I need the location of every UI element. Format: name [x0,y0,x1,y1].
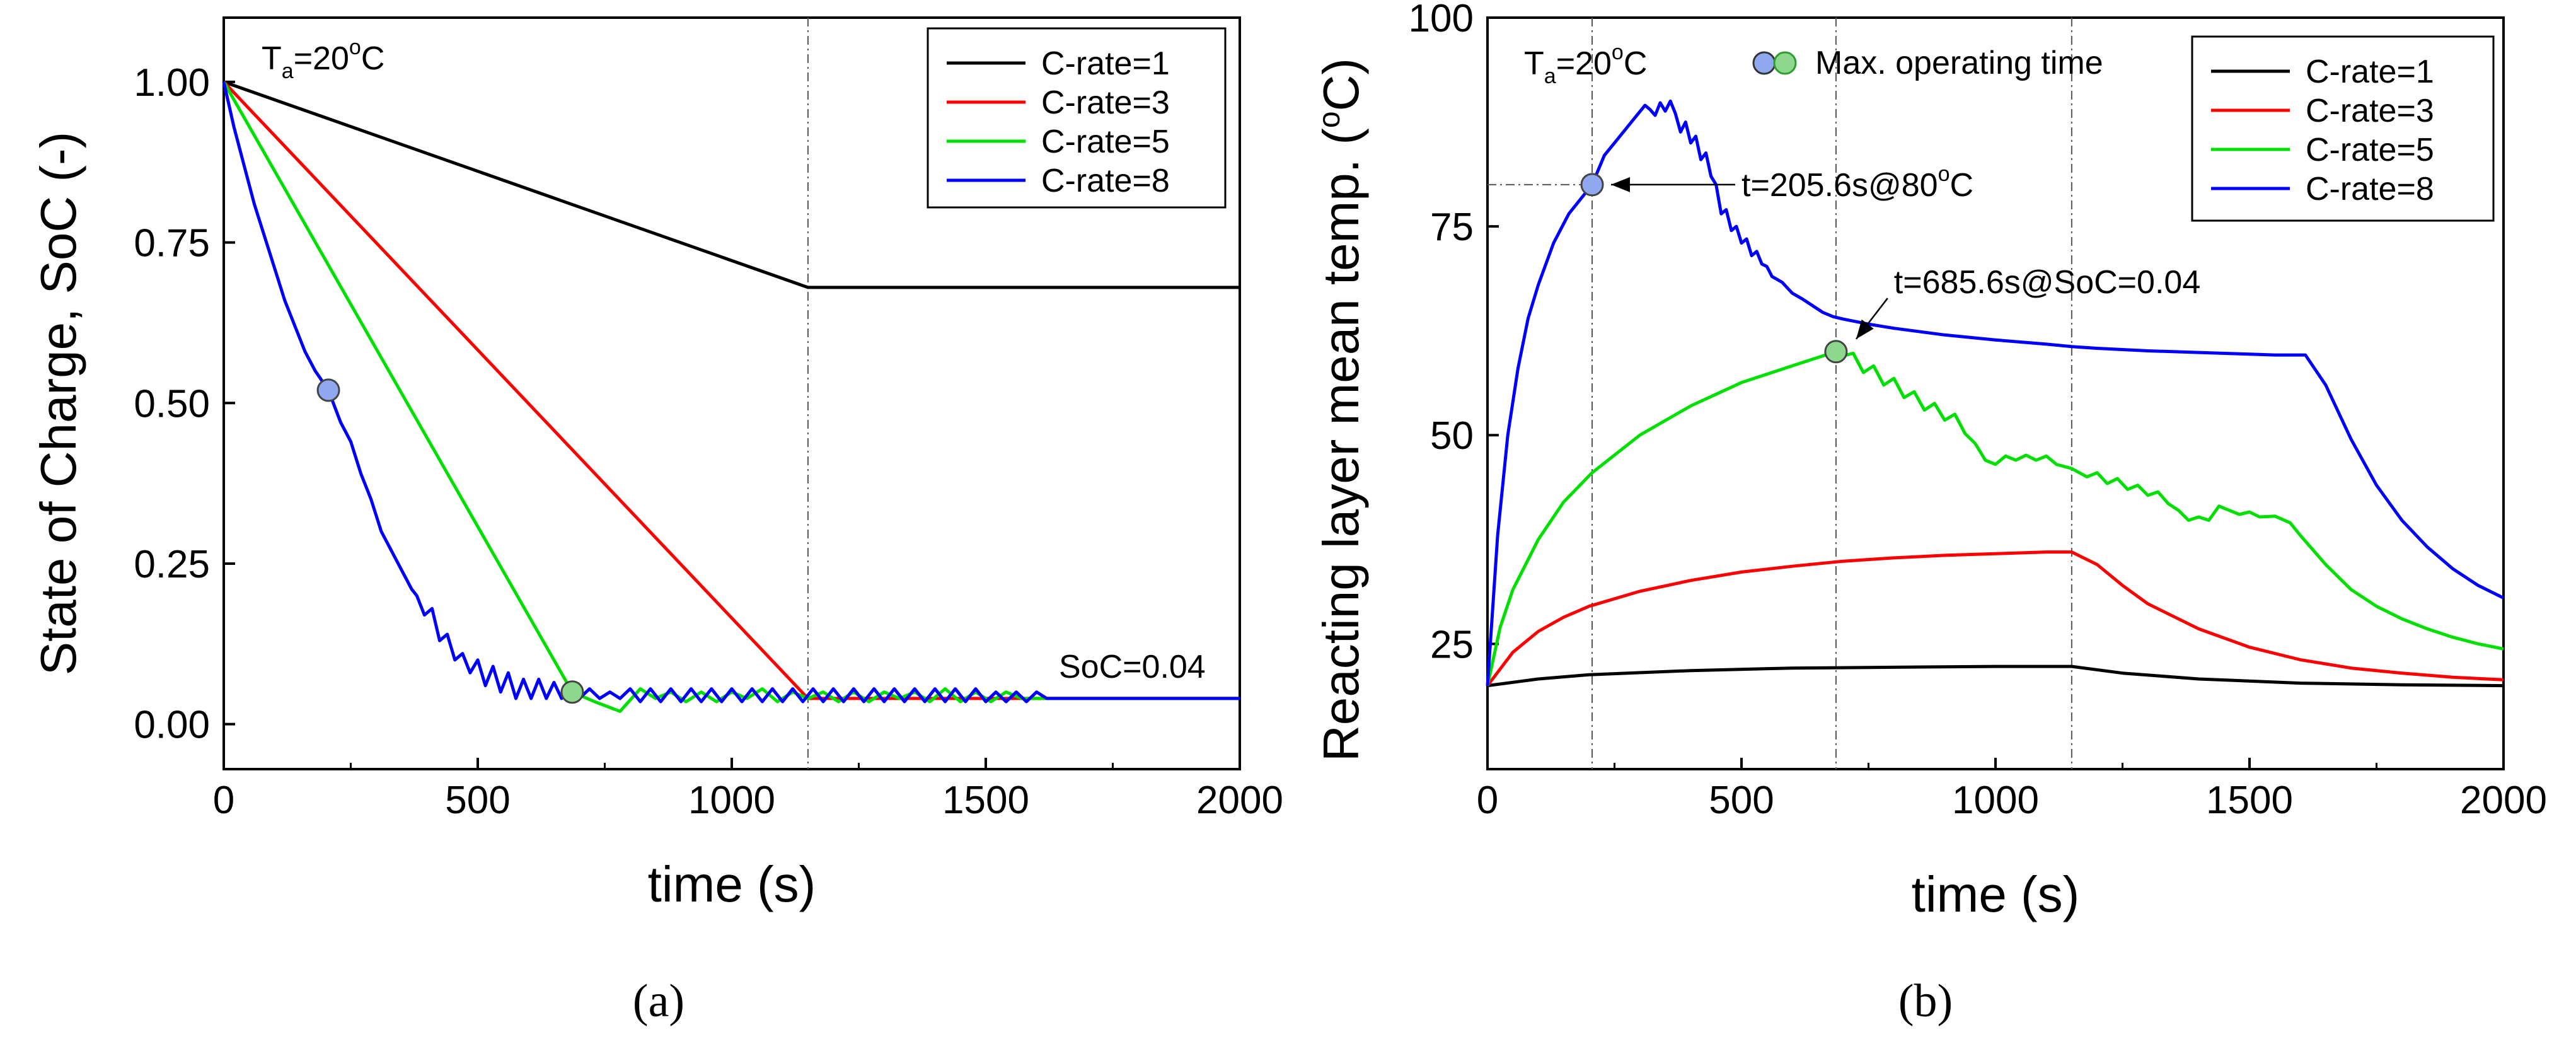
annotation-label: t=685.6s@SoC=0.04 [1894,264,2200,301]
y-axis-label-a: State of Charge, SoC (-) [30,132,86,676]
ambient-temp-label-b: Ta=20oC [1524,40,1647,88]
legend-label-c-rate-3: C-rate=3 [2306,93,2434,129]
legend-label-c-rate-3: C-rate=3 [1041,84,1170,121]
reference-lines-b [1487,18,2072,769]
series-line-c-rate-8 [222,81,1240,704]
annotation-arrowhead [1611,177,1631,192]
x-axis-label-a: time (s) [648,856,816,912]
ambient-temp-label-a: Ta=20oC [262,35,384,83]
x-tick-label: 1000 [688,779,775,822]
panel-a-soc-chart: 0 500 1000 1500 2000 0.00 0.25 0.50 0.75 1.00 Ta=… [30,16,1283,1027]
soc-annotation: SoC=0.04 [1059,649,1206,685]
annotation-label: t=205.6s@80oC [1741,162,1973,204]
annotations-b: t=205.6s@80oC t=685.6s@SoC=0.04 [1611,162,2200,340]
x-tick-label: 500 [1709,779,1774,822]
blue-operating-point-marker [1580,173,1604,197]
x-tick-label: 2000 [1196,779,1283,822]
x-tick-label: 1000 [1952,779,2039,822]
series-lines-a [222,80,1240,713]
y-tick-label: 100 [1409,0,1474,40]
max-operating-time-legend: Max. operating time [1752,45,2103,81]
markers-b [1580,173,1848,364]
green-marker-legend-icon [1773,51,1797,75]
legend-label-c-rate-5: C-rate=5 [2306,132,2434,168]
axis-ticks-a: 0 500 1000 1500 2000 0.00 0.25 0.50 0.75 1.00 [134,61,1283,822]
legend-box-a [927,27,1227,209]
x-tick-label: 500 [445,779,510,822]
legend-b: C-rate=1C-rate=3C-rate=5C-rate=8 [2191,35,2495,222]
x-tick-label: 0 [213,779,234,822]
max-operating-time-label: Max. operating time [1815,45,2103,81]
y-tick-label: 50 [1430,414,1474,458]
y-tick-label: 1.00 [134,61,210,105]
series-line-c-rate-1 [1487,664,2504,688]
legend-label-c-rate-1: C-rate=1 [2306,54,2434,90]
series-line-c-rate-8 [1486,99,2505,686]
legend-a: C-rate=1C-rate=3C-rate=5C-rate=8 [927,27,1227,209]
green-operating-point-marker [560,680,584,704]
y-tick-label: 0.00 [134,704,210,747]
y-tick-label: 25 [1430,623,1474,666]
legend-label-c-rate-8: C-rate=8 [2306,171,2434,207]
y-axis-label-b: Reacting layer mean temp. (oC) [1313,58,1369,762]
caption-b: (b) [1898,975,1953,1027]
annotation-arrowhead [1856,319,1874,339]
series-line-c-rate-1 [223,80,1240,289]
series-line-c-rate-5 [1486,350,2504,687]
legend-label-c-rate-8: C-rate=8 [1041,163,1170,199]
series-line-c-rate-3 [1486,550,2504,687]
markers-a [316,378,584,704]
axis-ticks-b: 0 500 1000 1500 2000 25 50 75 100 [1409,0,2547,822]
y-tick-label: 0.75 [134,222,210,265]
x-tick-label: 1500 [2206,779,2293,822]
caption-a: (a) [633,975,684,1027]
legend-label-c-rate-1: C-rate=1 [1041,45,1170,82]
y-tick-label: 0.25 [134,543,210,586]
blue-marker-legend-icon [1752,51,1776,75]
legend-label-c-rate-5: C-rate=5 [1041,124,1170,160]
panel-b-temperature-chart: 0 500 1000 1500 2000 25 50 75 100 Ta=20oC Max. o… [1313,0,2547,1027]
green-operating-point-marker [1824,340,1848,364]
x-tick-label: 0 [1477,779,1498,822]
x-axis-label-b: time (s) [1912,866,2080,922]
y-tick-label: 75 [1430,206,1474,249]
x-tick-label: 2000 [2460,779,2547,822]
y-tick-label: 0.50 [134,382,210,426]
blue-operating-point-marker [316,378,340,402]
x-tick-label: 1500 [942,779,1029,822]
